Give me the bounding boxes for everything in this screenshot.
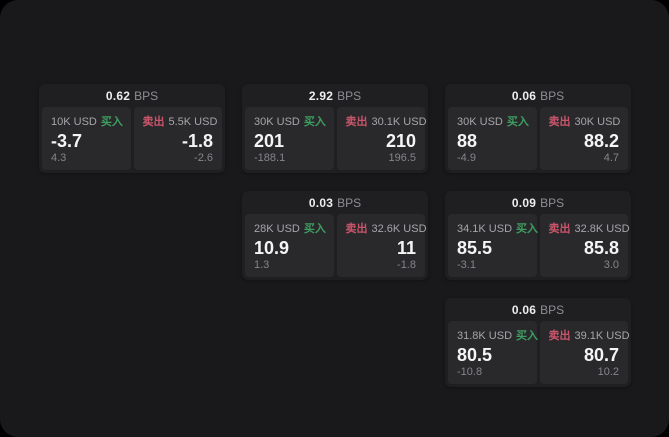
bps-value: 2.92: [308, 89, 334, 103]
quote-card-5: 0.09 BPS 34.1K USD 买入 85.5 -3.1 卖出 32.8K…: [445, 191, 631, 280]
buy-amount: 30K USD: [254, 116, 300, 128]
buy-sub-value: -4.9: [457, 152, 476, 164]
quote-cards-grid: 0.62 BPS 10K USD 买入 -3.7 4.3 卖出 5.5K USD: [39, 84, 631, 387]
bps-header: 2.92 BPS: [242, 84, 428, 107]
sell-label: 卖出: [345, 223, 368, 235]
sell-amount: 39.1K USD: [574, 330, 630, 342]
sell-price: 11: [396, 238, 416, 258]
buy-label: 买入: [506, 116, 529, 128]
bps-unit-label: BPS: [337, 196, 362, 210]
buy-price: 10.9: [254, 238, 290, 258]
sell-sub-value: 3.0: [603, 259, 619, 271]
bps-header: 0.62 BPS: [39, 84, 225, 107]
buy-label: 买入: [516, 223, 539, 235]
buy-sub-value: 4.3: [51, 152, 67, 164]
sell-quote-tile[interactable]: 卖出 32.8K USD 85.8 3.0: [539, 214, 630, 277]
bps-header: 0.06 BPS: [445, 298, 631, 321]
buy-amount: 31.8K USD: [457, 330, 513, 342]
buy-quote-tile[interactable]: 34.1K USD 买入 85.5 -3.1: [448, 214, 539, 277]
sell-price: -1.8: [181, 131, 213, 151]
buy-label: 买入: [100, 116, 123, 128]
sell-sub-value: -2.6: [194, 152, 213, 164]
buy-price: 85.5: [457, 238, 493, 258]
buy-price: 80.5: [457, 345, 493, 365]
sell-quote-tile[interactable]: 卖出 30K USD 88.2 4.7: [539, 107, 628, 170]
sell-sub-value: 196.5: [388, 152, 416, 164]
buy-amount: 30K USD: [457, 116, 503, 128]
sell-label: 卖出: [142, 116, 165, 128]
bps-header: 0.09 BPS: [445, 191, 631, 214]
sell-quote-tile[interactable]: 卖出 30.1K USD 210 196.5: [336, 107, 427, 170]
buy-sub-value: -188.1: [254, 152, 286, 164]
bps-unit-label: BPS: [134, 89, 159, 103]
sell-quote-tile[interactable]: 卖出 39.1K USD 80.7 10.2: [539, 321, 630, 384]
sell-amount: 32.6K USD: [371, 223, 427, 235]
buy-label: 买入: [516, 330, 539, 342]
quote-card-3: 0.06 BPS 30K USD 买入 88 -4.9 卖出 30K USD: [445, 84, 631, 173]
sell-label: 卖出: [548, 116, 571, 128]
buy-quote-tile[interactable]: 30K USD 买入 201 -188.1: [245, 107, 334, 170]
sell-label: 卖出: [548, 223, 571, 235]
sell-quote-tile[interactable]: 卖出 5.5K USD -1.8 -2.6: [133, 107, 222, 170]
bps-unit-label: BPS: [540, 196, 565, 210]
quote-card-4: 0.03 BPS 28K USD 买入 10.9 1.3 卖出 32.6K US…: [242, 191, 428, 280]
bps-header: 0.03 BPS: [242, 191, 428, 214]
quote-card-2: 2.92 BPS 30K USD 买入 201 -188.1 卖出 30.1K …: [242, 84, 428, 173]
sell-label: 卖出: [548, 330, 571, 342]
bps-header: 0.06 BPS: [445, 84, 631, 107]
sell-sub-value: 4.7: [603, 152, 619, 164]
buy-quote-tile[interactable]: 28K USD 买入 10.9 1.3: [245, 214, 334, 277]
buy-amount: 34.1K USD: [457, 223, 513, 235]
bps-value: 0.06: [511, 303, 537, 317]
buy-price: 88: [457, 131, 478, 151]
buy-quote-tile[interactable]: 31.8K USD 买入 80.5 -10.8: [448, 321, 539, 384]
buy-amount: 28K USD: [254, 223, 300, 235]
quote-card-1: 0.62 BPS 10K USD 买入 -3.7 4.3 卖出 5.5K USD: [39, 84, 225, 173]
sell-price: 210: [385, 131, 416, 151]
sell-sub-value: -1.8: [397, 259, 416, 271]
sell-price: 88.2: [583, 131, 619, 151]
quote-card-6: 0.06 BPS 31.8K USD 买入 80.5 -10.8 卖出 39.1…: [445, 298, 631, 387]
sell-amount: 30.1K USD: [371, 116, 427, 128]
buy-quote-tile[interactable]: 10K USD 买入 -3.7 4.3: [42, 107, 131, 170]
sell-price: 80.7: [583, 345, 619, 365]
buy-label: 买入: [303, 223, 326, 235]
sell-label: 卖出: [345, 116, 368, 128]
bps-value: 0.06: [511, 89, 537, 103]
buy-sub-value: -3.1: [457, 259, 476, 271]
bps-value: 0.03: [308, 196, 334, 210]
bps-unit-label: BPS: [540, 89, 565, 103]
buy-amount: 10K USD: [51, 116, 97, 128]
sell-quote-tile[interactable]: 卖出 32.6K USD 11 -1.8: [336, 214, 427, 277]
sell-price: 85.8: [583, 238, 619, 258]
bps-unit-label: BPS: [540, 303, 565, 317]
buy-sub-value: -10.8: [457, 366, 483, 378]
bps-value: 0.09: [511, 196, 537, 210]
sell-sub-value: 10.2: [597, 366, 619, 378]
bps-unit-label: BPS: [337, 89, 362, 103]
sell-amount: 32.8K USD: [574, 223, 630, 235]
buy-label: 买入: [303, 116, 326, 128]
buy-sub-value: 1.3: [254, 259, 270, 271]
buy-price: -3.7: [51, 131, 83, 151]
buy-price: 201: [254, 131, 285, 151]
sell-amount: 30K USD: [574, 116, 621, 128]
sell-amount: 5.5K USD: [168, 116, 218, 128]
bps-value: 0.62: [105, 89, 131, 103]
buy-quote-tile[interactable]: 30K USD 买入 88 -4.9: [448, 107, 537, 170]
